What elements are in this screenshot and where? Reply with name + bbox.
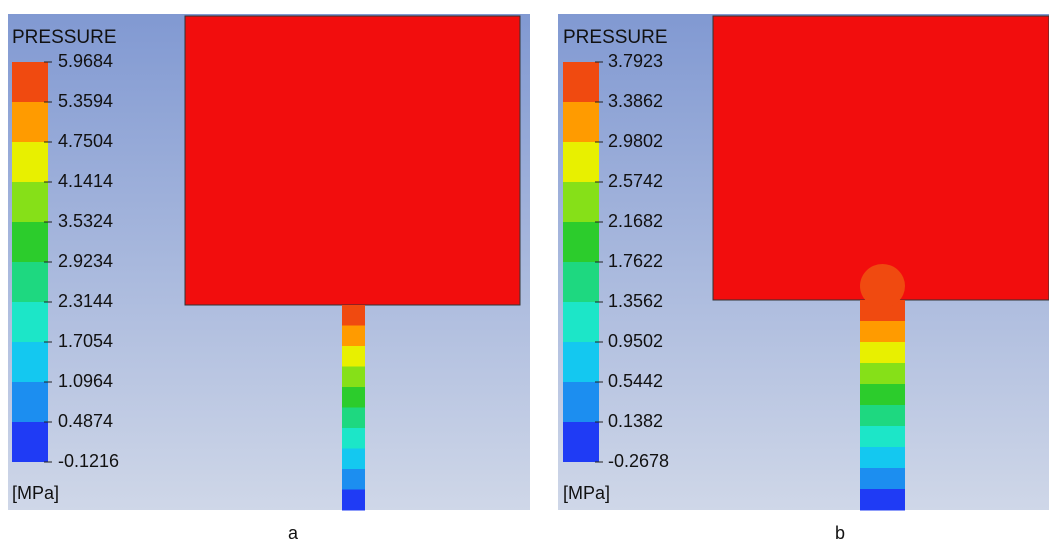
legend-band <box>563 222 599 262</box>
legend-title: PRESSURE <box>12 27 117 48</box>
figure: PRESSURE 5.9684 5.3594 4.7504 4.1414 3.5324 2.… <box>0 0 1049 545</box>
legend-tick-label: 1.7622 <box>608 251 663 271</box>
stem-band <box>342 428 365 449</box>
legend-tick-label: 1.7054 <box>58 331 113 351</box>
reservoir <box>185 16 520 305</box>
stem-band <box>342 387 365 408</box>
legend-band <box>12 382 48 422</box>
stem-band <box>860 363 905 385</box>
legend-tick-label: -0.1216 <box>58 451 119 471</box>
legend-tick-label: 2.1682 <box>608 211 663 231</box>
legend-band <box>12 422 48 462</box>
legend-band <box>563 62 599 102</box>
legend-band <box>563 142 599 182</box>
stem-band <box>342 305 365 326</box>
stem-band <box>342 346 365 367</box>
stem-band <box>860 468 905 490</box>
legend-band <box>563 182 599 222</box>
legend-tick-label: 5.3594 <box>58 91 113 111</box>
stem-band <box>342 449 365 470</box>
legend-tick-label: 3.3862 <box>608 91 663 111</box>
stem-band <box>860 447 905 469</box>
stem-band <box>860 426 905 448</box>
legend-band <box>563 102 599 142</box>
legend-band <box>12 62 48 102</box>
legend-band <box>12 142 48 182</box>
stem-band <box>860 384 905 406</box>
stem-dome <box>860 264 905 308</box>
reservoir <box>713 16 1049 300</box>
legend-tick-label: 0.4874 <box>58 411 113 431</box>
stem-band <box>860 342 905 364</box>
legend-band <box>12 102 48 142</box>
legend-band <box>563 302 599 342</box>
legend-band <box>563 422 599 462</box>
legend-title: PRESSURE <box>563 27 668 48</box>
stem-band <box>342 367 365 388</box>
legend-unit: [MPa] <box>12 483 59 503</box>
legend-tick-label: 2.3144 <box>58 291 113 311</box>
legend-tick-label: 1.0964 <box>58 371 113 391</box>
stem-band <box>860 489 905 511</box>
legend-band <box>12 222 48 262</box>
stem-band <box>342 469 365 490</box>
legend-tick-label: 0.9502 <box>608 331 663 351</box>
legend-tick-label: -0.2678 <box>608 451 669 471</box>
stem-band <box>860 321 905 343</box>
legend-tick-label: 4.1414 <box>58 171 113 191</box>
legend-band <box>12 262 48 302</box>
stem-band <box>342 490 365 511</box>
stem-band <box>342 326 365 347</box>
legend-tick-label: 2.9802 <box>608 131 663 151</box>
legend-tick-label: 3.5324 <box>58 211 113 231</box>
legend-tick-label: 3.7923 <box>608 51 663 71</box>
legend-band <box>12 342 48 382</box>
legend-tick-label: 4.7504 <box>58 131 113 151</box>
legend-band <box>12 302 48 342</box>
legend-unit: [MPa] <box>563 483 610 503</box>
legend-band <box>12 182 48 222</box>
legend-tick-label: 1.3562 <box>608 291 663 311</box>
legend-tick-label: 2.5742 <box>608 171 663 191</box>
legend-tick-label: 5.9684 <box>58 51 113 71</box>
legend-band <box>563 382 599 422</box>
stem-band <box>860 405 905 427</box>
legend-tick-label: 0.1382 <box>608 411 663 431</box>
caption: b <box>835 523 845 543</box>
legend-tick-label: 0.5442 <box>608 371 663 391</box>
caption: a <box>288 523 299 543</box>
legend-band <box>563 262 599 302</box>
legend-tick-label: 2.9234 <box>58 251 113 271</box>
legend-band <box>563 342 599 382</box>
stem-band <box>342 408 365 429</box>
